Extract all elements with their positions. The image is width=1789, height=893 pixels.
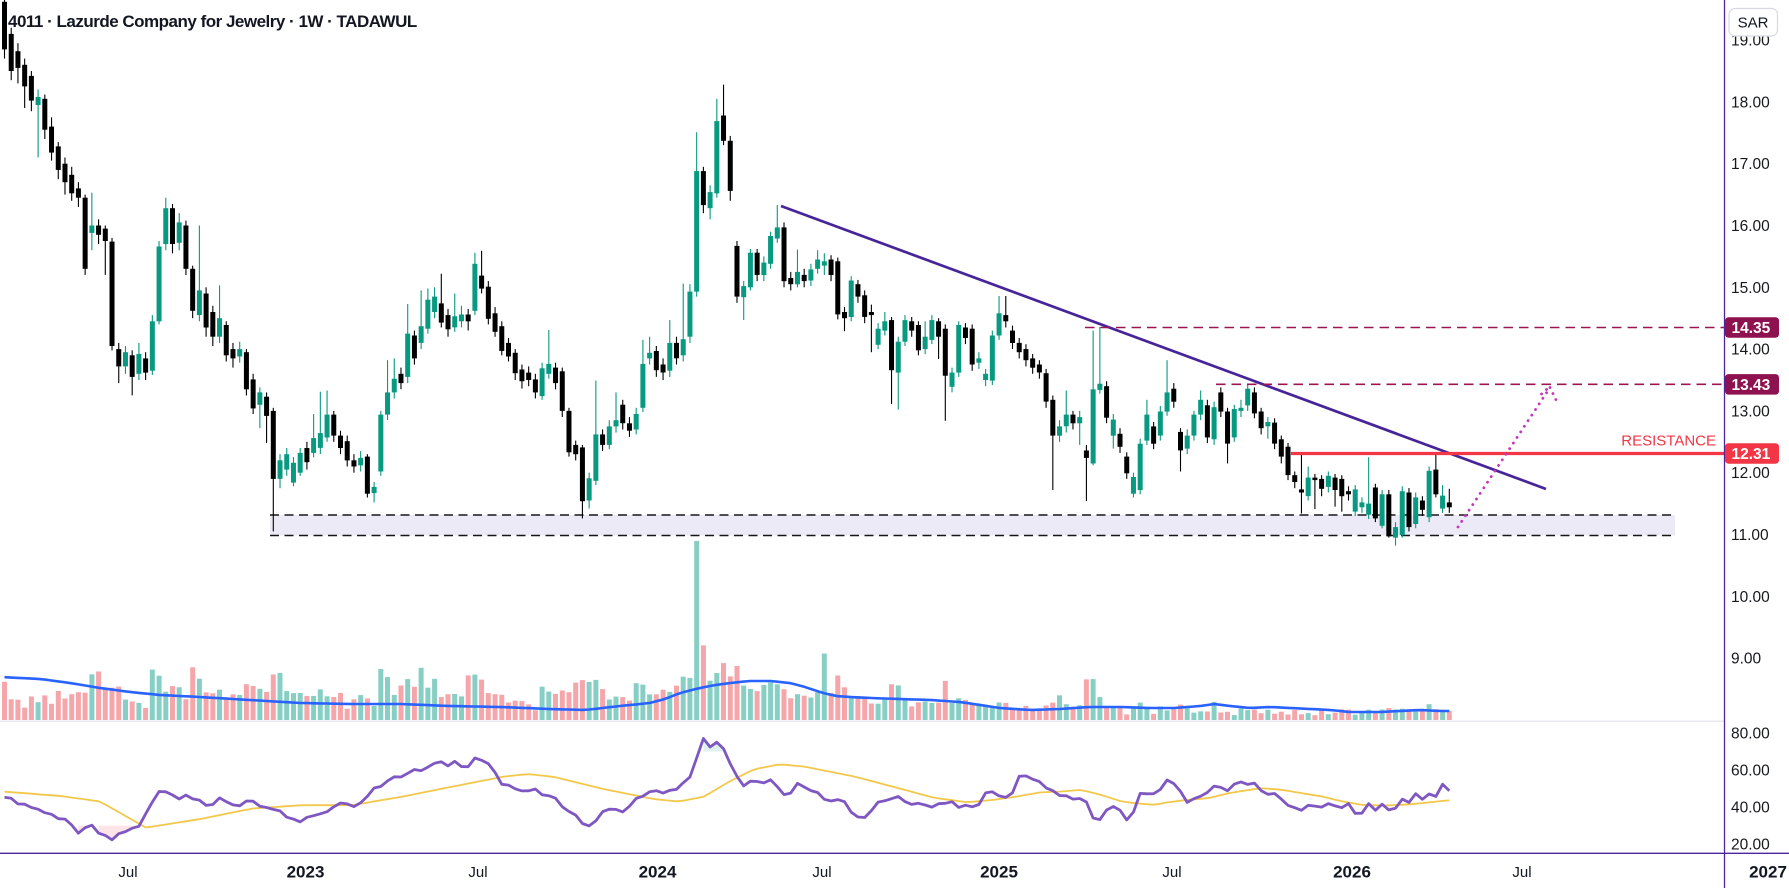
svg-text:13.00: 13.00	[1731, 403, 1770, 420]
svg-text:20.00: 20.00	[1731, 837, 1770, 854]
svg-text:60.00: 60.00	[1731, 763, 1770, 780]
svg-text:Jul: Jul	[118, 864, 137, 881]
svg-text:9.00: 9.00	[1731, 651, 1762, 668]
svg-text:Jul: Jul	[812, 864, 831, 881]
svg-text:12.00: 12.00	[1731, 465, 1770, 482]
svg-text:14.00: 14.00	[1731, 342, 1770, 359]
svg-text:15.00: 15.00	[1731, 280, 1770, 297]
svg-text:40.00: 40.00	[1731, 800, 1770, 817]
svg-text:2025: 2025	[980, 863, 1018, 882]
svg-text:Jul: Jul	[468, 864, 487, 881]
svg-text:RESISTANCE: RESISTANCE	[1621, 433, 1716, 450]
svg-text:4011 · Lazurde Company for Jew: 4011 · Lazurde Company for Jewelry · 1W …	[8, 12, 417, 31]
svg-text:12.31: 12.31	[1732, 446, 1771, 463]
svg-text:13.43: 13.43	[1732, 377, 1771, 394]
svg-text:2024: 2024	[639, 863, 677, 882]
svg-text:2023: 2023	[287, 863, 325, 882]
svg-text:14.35: 14.35	[1732, 320, 1771, 337]
svg-text:Jul: Jul	[1512, 864, 1531, 881]
svg-text:Jul: Jul	[1162, 864, 1181, 881]
svg-text:2026: 2026	[1333, 863, 1371, 882]
svg-text:18.00: 18.00	[1731, 94, 1770, 111]
svg-text:SAR: SAR	[1738, 15, 1769, 32]
svg-text:80.00: 80.00	[1731, 726, 1770, 743]
svg-text:17.00: 17.00	[1731, 156, 1770, 173]
svg-text:10.00: 10.00	[1731, 589, 1770, 606]
svg-text:16.00: 16.00	[1731, 218, 1770, 235]
svg-text:11.00: 11.00	[1731, 527, 1769, 544]
svg-text:2027: 2027	[1749, 863, 1787, 882]
